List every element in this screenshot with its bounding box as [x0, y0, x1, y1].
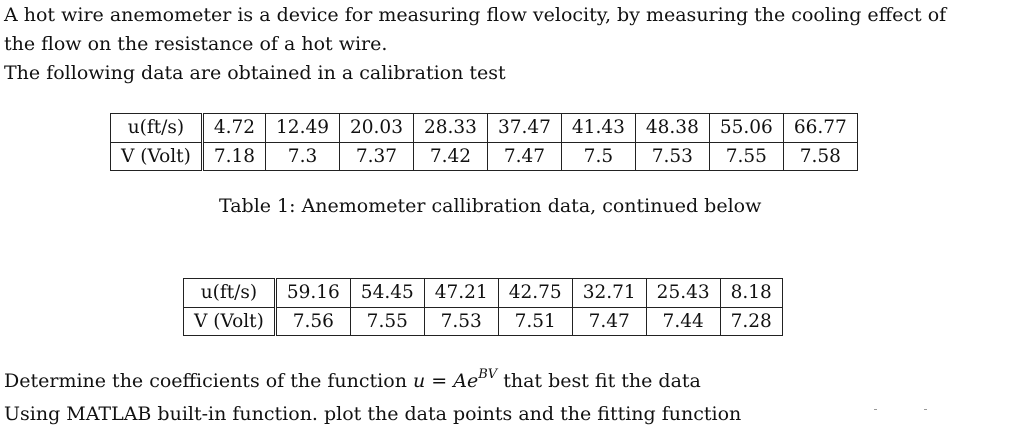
table-cell: 7.44 — [645, 306, 721, 336]
table-caption: Table 1: Anemometer callibration data, c… — [219, 195, 762, 217]
table-cell: 7.58 — [782, 141, 858, 171]
table-row: u(ft/s) 59.16 54.45 47.21 42.75 32.71 25… — [183, 278, 783, 308]
table-cell: 7.47 — [486, 141, 562, 171]
table-cell: 12.49 — [265, 113, 340, 143]
intro-line-1: A hot wire anemometer is a device for me… — [4, 4, 947, 26]
table-cell: 7.55 — [708, 141, 784, 171]
formula-exponent: BV — [478, 367, 498, 382]
row-label-u: u(ft/s) — [110, 113, 204, 143]
table-cell: 20.03 — [339, 113, 414, 143]
task-line-1: Determine the coefficients of the functi… — [4, 368, 701, 392]
table-cell: 7.51 — [497, 306, 573, 336]
table-cell: 7.37 — [339, 141, 414, 171]
table-cell: 7.53 — [634, 141, 710, 171]
table-cell: 41.43 — [560, 113, 636, 143]
table-cell: 48.38 — [634, 113, 710, 143]
table-cell: 7.3 — [265, 141, 340, 171]
formula-base: Ae — [453, 370, 479, 392]
calibration-table-1: u(ft/s) 4.72 12.49 20.03 28.33 37.47 41.… — [110, 113, 858, 171]
table-cell: 37.47 — [486, 113, 562, 143]
formula-lhs: u — [412, 370, 426, 392]
table-cell: 7.5 — [560, 141, 636, 171]
table-cell: 4.72 — [201, 113, 267, 143]
table-cell: 42.75 — [497, 278, 573, 308]
table-cell: 66.77 — [782, 113, 858, 143]
table-cell: 47.21 — [423, 278, 499, 308]
stray-mark — [924, 409, 927, 410]
intro-line-2: the flow on the resistance of a hot wire… — [4, 33, 388, 55]
table-cell: 7.28 — [719, 306, 783, 336]
row-label-v: V (Volt) — [183, 306, 277, 336]
table-cell: 54.45 — [349, 278, 425, 308]
calibration-table-2: u(ft/s) 59.16 54.45 47.21 42.75 32.71 25… — [183, 278, 783, 336]
task-suffix: that best fit the data — [497, 370, 701, 392]
table-row: V (Volt) 7.56 7.55 7.53 7.51 7.47 7.44 7… — [183, 306, 783, 336]
table-cell: 59.16 — [274, 278, 351, 308]
table-cell: 7.53 — [423, 306, 499, 336]
table-cell: 7.55 — [349, 306, 425, 336]
task-line-2: Using MATLAB built-in function. plot the… — [4, 403, 742, 425]
intro-line-3: The following data are obtained in a cal… — [4, 62, 506, 84]
table-row: V (Volt) 7.18 7.3 7.37 7.42 7.47 7.5 7.5… — [110, 141, 858, 171]
row-label-u: u(ft/s) — [183, 278, 277, 308]
table-row: u(ft/s) 4.72 12.49 20.03 28.33 37.47 41.… — [110, 113, 858, 143]
task-prefix: Determine the coefficients of the functi… — [4, 370, 413, 392]
table-cell: 7.42 — [412, 141, 488, 171]
table-cell: 7.56 — [274, 306, 351, 336]
row-label-v: V (Volt) — [110, 141, 204, 171]
table-cell: 7.18 — [201, 141, 267, 171]
stray-mark — [874, 409, 877, 410]
table-cell: 8.18 — [719, 278, 783, 308]
table-cell: 32.71 — [571, 278, 647, 308]
table-cell: 25.43 — [645, 278, 721, 308]
table-cell: 28.33 — [412, 113, 488, 143]
formula-equals: = — [425, 370, 454, 392]
table-cell: 7.47 — [571, 306, 647, 336]
table-cell: 55.06 — [708, 113, 784, 143]
